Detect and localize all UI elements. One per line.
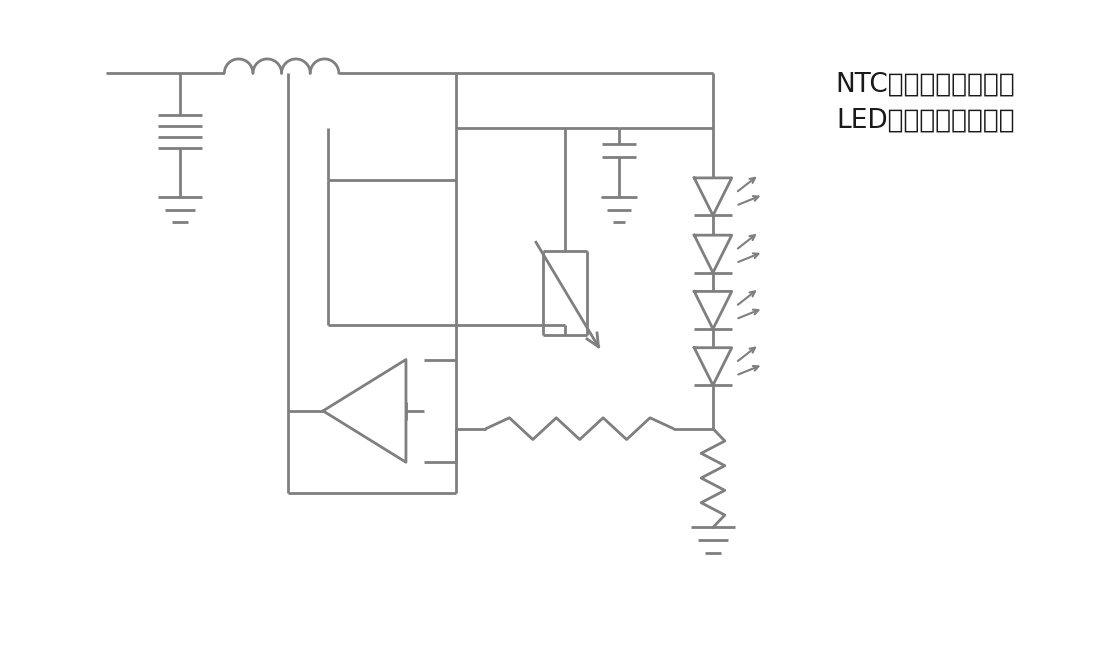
Text: NTCサーミスタによる
LED温度監視の回路例: NTCサーミスタによる LED温度監視の回路例: [836, 72, 1015, 133]
